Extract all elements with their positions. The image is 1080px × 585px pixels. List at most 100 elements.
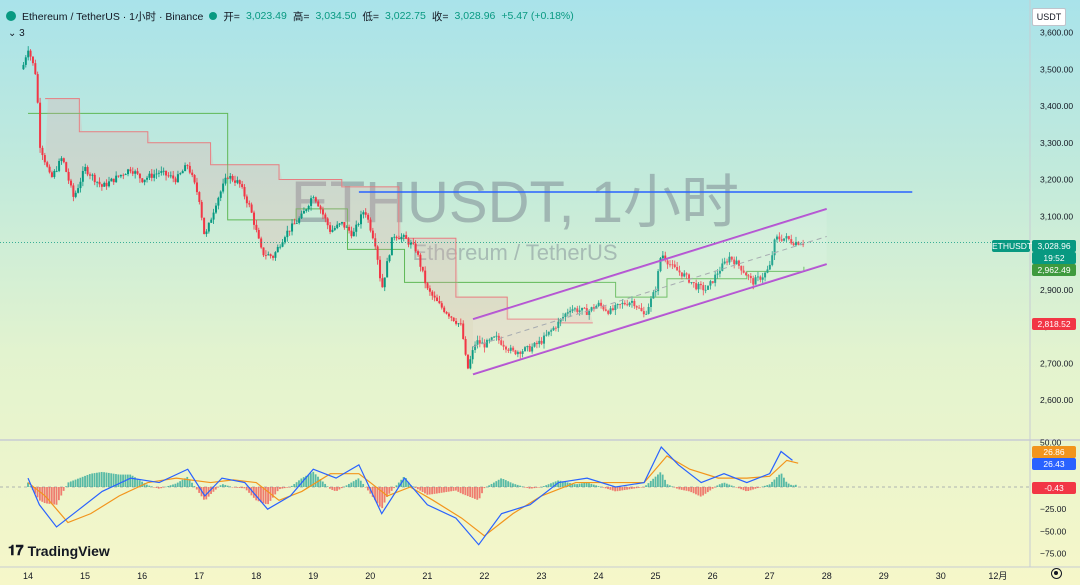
- macd-hist-bar: [528, 487, 531, 489]
- time-tick-label: 27: [765, 571, 775, 581]
- macd-hist-bar: [397, 482, 400, 487]
- candle-body: [728, 256, 731, 263]
- candle-body: [138, 173, 141, 179]
- candle-body: [550, 330, 553, 332]
- macd-signal-tag: 26.86: [1032, 446, 1076, 458]
- candle-body: [557, 321, 560, 329]
- macd-hist-bar: [740, 487, 743, 490]
- candle-body: [157, 172, 160, 174]
- candle-body: [350, 230, 353, 237]
- candle-body: [226, 177, 229, 179]
- candle-body: [317, 201, 320, 207]
- candle-body: [222, 183, 225, 192]
- macd-hist-tag: -0.43: [1032, 482, 1076, 494]
- candle-body: [390, 237, 393, 256]
- candle-body: [735, 260, 738, 265]
- candle-body: [726, 261, 729, 263]
- candle-body: [792, 243, 795, 246]
- symbol-logo-icon: [6, 11, 16, 21]
- candle-body: [134, 171, 137, 174]
- candle-body: [419, 254, 422, 267]
- candle-body: [554, 327, 557, 329]
- macd-hist-bar: [231, 487, 234, 488]
- macd-hist-bar: [550, 483, 552, 487]
- candle-body: [236, 180, 239, 183]
- tradingview-logo[interactable]: 𝟏𝟕 TradingView: [8, 542, 110, 559]
- candle-body: [571, 309, 574, 311]
- price-tick-label: 2,600.00: [1040, 395, 1073, 405]
- macd-hist-bar: [657, 474, 659, 487]
- candle-body: [253, 212, 256, 225]
- macd-hist-bar: [716, 485, 719, 487]
- candle-body: [573, 308, 576, 310]
- macd-hist-bar: [226, 485, 229, 487]
- macd-hist-bar: [376, 487, 379, 504]
- candle-body: [319, 206, 322, 210]
- macd-hist-bar: [288, 487, 291, 488]
- candle-body: [293, 223, 296, 225]
- macd-hist-bar: [67, 482, 70, 487]
- candle-body: [100, 184, 103, 187]
- candle-body: [355, 224, 358, 232]
- candle-body: [219, 191, 222, 198]
- candle-body: [545, 334, 548, 336]
- macd-hist-bar: [138, 480, 141, 487]
- candle-body: [485, 340, 488, 348]
- macd-hist-bar: [523, 487, 526, 488]
- macd-hist-bar: [787, 483, 790, 487]
- macd-hist-bar: [495, 481, 498, 487]
- candle-body: [457, 323, 460, 325]
- candle-body: [119, 174, 122, 177]
- macd-hist-bar: [336, 487, 338, 491]
- candle-body: [519, 351, 522, 354]
- macd-hist-bar: [733, 486, 735, 487]
- indicators-toggle[interactable]: ⌄ 3: [8, 28, 25, 39]
- gear-icon[interactable]: [1051, 568, 1062, 579]
- macd-hist-bar: [405, 478, 407, 487]
- macd-hist-bar: [255, 487, 258, 501]
- macd-hist-bar: [440, 487, 443, 493]
- candle-body: [160, 171, 163, 173]
- macd-hist-bar: [588, 483, 590, 487]
- macd-hist-bar: [93, 473, 96, 487]
- macd-hist-bar: [186, 476, 189, 487]
- candle-body: [581, 307, 584, 311]
- candle-body: [48, 166, 51, 173]
- candle-body: [39, 102, 42, 148]
- macd-hist-bar: [305, 475, 308, 487]
- candle-body: [783, 238, 786, 241]
- candle-body: [436, 297, 439, 302]
- macd-hist-bar: [378, 487, 381, 507]
- candle-body: [452, 317, 455, 322]
- currency-selector[interactable]: USDT: [1032, 8, 1066, 26]
- macd-hist-bar: [521, 486, 524, 487]
- macd-hist-bar: [702, 487, 704, 496]
- macd-hist-bar: [212, 487, 215, 492]
- macd-hist-bar: [502, 479, 505, 487]
- macd-hist-bar: [283, 487, 286, 489]
- macd-hist-bar: [412, 486, 414, 487]
- macd-hist-bar: [583, 483, 586, 487]
- candle-body: [490, 337, 493, 340]
- macd-hist-bar: [652, 478, 655, 487]
- macd-hist-bar: [271, 487, 274, 498]
- macd-hist-bar: [761, 486, 764, 488]
- macd-hist-bar: [381, 487, 384, 509]
- macd-hist-bar: [763, 485, 766, 487]
- macd-hist-bar: [119, 474, 122, 487]
- macd-hist-bar: [566, 482, 569, 487]
- macd-hist-bar: [614, 487, 617, 492]
- macd-hist-bar: [744, 487, 747, 492]
- candle-body: [307, 205, 310, 210]
- candle-body: [58, 160, 61, 171]
- candle-body: [669, 264, 672, 266]
- candle-body: [264, 255, 267, 257]
- candle-body: [526, 345, 529, 348]
- candle-body: [756, 276, 759, 278]
- symbol-title[interactable]: Ethereum / TetherUS · 1小时 · Binance: [22, 10, 204, 23]
- macd-hist-bar: [416, 487, 419, 490]
- macd-hist-bar: [768, 484, 771, 487]
- candle-body: [611, 308, 614, 311]
